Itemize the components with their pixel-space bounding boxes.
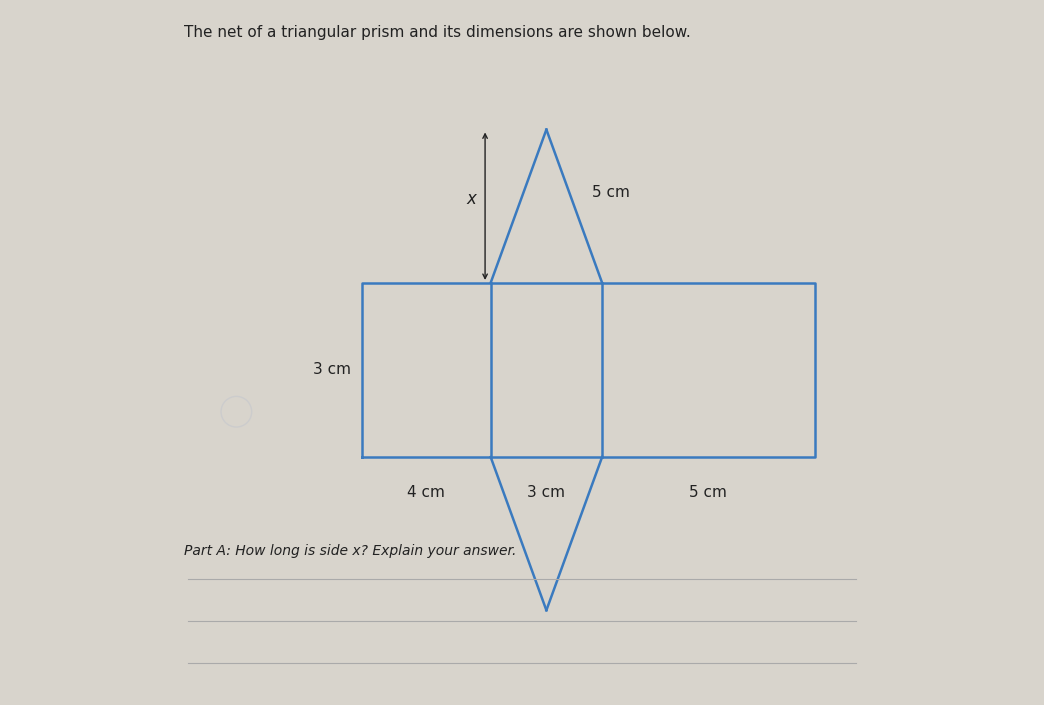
Text: Part A: How long is side x? Explain your answer.: Part A: How long is side x? Explain your… [184,544,517,558]
Text: The net of a triangular prism and its dimensions are shown below.: The net of a triangular prism and its di… [184,25,691,40]
Text: x: x [467,190,477,208]
Text: 3 cm: 3 cm [527,485,566,500]
Text: 4 cm: 4 cm [407,485,445,500]
Text: 3 cm: 3 cm [313,362,352,377]
Text: 5 cm: 5 cm [592,185,630,200]
Text: 5 cm: 5 cm [689,485,728,500]
